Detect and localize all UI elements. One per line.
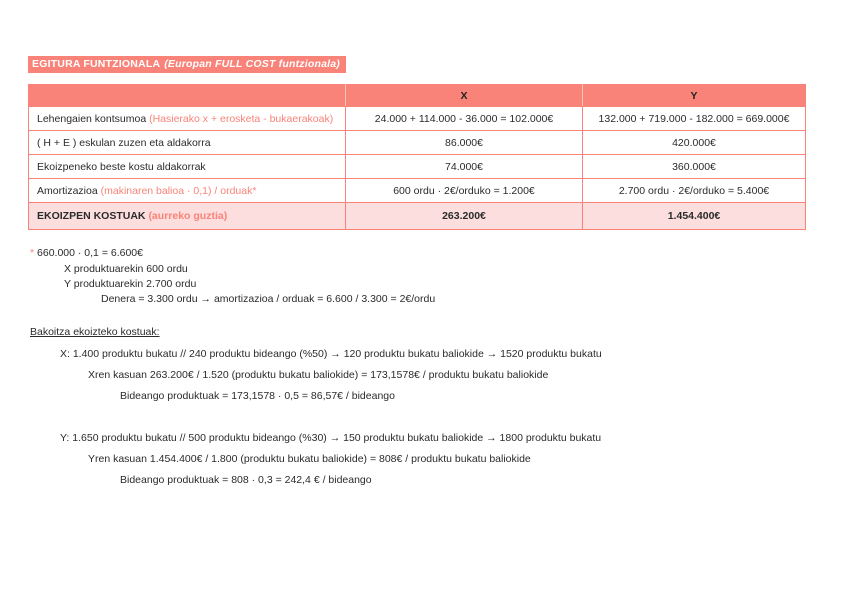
table-header-empty [28,84,346,107]
section-heading: Bakoitza ekoizteko kostuak: [30,326,160,338]
footnote-total-hours: Denera = 3.300 ordu → amortizazioa / ord… [101,293,436,305]
section-x-line-1: X: 1.400 produktu bukatu // 240 produktu… [60,348,602,360]
section-y-line-2: Yren kasuan 1.454.400€ / 1.800 (produktu… [88,453,531,465]
page-title-main: EGITURA FUNTZIONALA [32,58,161,70]
row-value-x: 24.000 + 114.000 - 36.000 = 102.000€ [345,106,583,131]
row-value-y: 360.000€ [582,154,806,179]
row-value-x: 600 ordu · 2€/orduko = 1.200€ [345,178,583,203]
row-value-x: 86.000€ [345,130,583,155]
section-y-line-1: Y: 1.650 produktu bukatu // 500 produktu… [60,432,602,444]
row-label: Ekoizpeneko beste kostu aldakorrak [28,154,346,179]
table-header-x: X [345,84,583,107]
footnote-x-hours: X produktuarekin 600 ordu [64,263,188,275]
section-x-line-3: Bideango produktuak = 173,1578 · 0,5 = 8… [120,390,395,402]
row-value-x: 74.000€ [345,154,583,179]
page-title-paren: (Europan FULL COST funtzionala) [164,58,340,70]
section-y-line-3: Bideango produktuak = 808 · 0,3 = 242,4 … [120,474,372,486]
table-row-amortizazioa: Amortizazioa (makinaren balioa · 0,1) / … [28,178,806,203]
table-header-y: Y [582,84,806,107]
row-value-y: 1.454.400€ [582,202,806,230]
table-header-row: X Y [28,84,806,107]
row-label: EKOIZPEN KOSTUAK (aurreko guztia) [28,202,346,230]
row-label: ( H + E ) eskulan zuzen eta aldakorra [28,130,346,155]
row-value-y: 2.700 ordu · 2€/orduko = 5.400€ [582,178,806,203]
table-row-lehengaiak: Lehengaien kontsumoa (Hasierako x + eros… [28,106,806,131]
row-value-x: 263.200€ [345,202,583,230]
table-row-ekoizpen-kostuak-total: EKOIZPEN KOSTUAK (aurreko guztia) 263.20… [28,202,806,230]
row-value-y: 420.000€ [582,130,806,155]
footnote-y-hours: Y produktuarekin 2.700 ordu [64,278,197,290]
table-row-beste-kostuak: Ekoizpeneko beste kostu aldakorrak 74.00… [28,154,806,179]
row-value-y: 132.000 + 719.000 - 182.000 = 669.000€ [582,106,806,131]
page-title: EGITURA FUNTZIONALA (Europan FULL COST fu… [28,56,346,73]
cost-table: X Y Lehengaien kontsumoa (Hasierako x + … [28,84,806,230]
footnote-amortization-calc: * 660.000 · 0,1 = 6.600€ [30,247,143,259]
table-row-eskulana: ( H + E ) eskulan zuzen eta aldakorra 86… [28,130,806,155]
section-x-line-2: Xren kasuan 263.200€ / 1.520 (produktu b… [88,369,549,381]
row-label: Amortizazioa (makinaren balioa · 0,1) / … [28,178,346,203]
row-label: Lehengaien kontsumoa (Hasierako x + eros… [28,106,346,131]
footnote-asterisk: * [30,247,38,259]
